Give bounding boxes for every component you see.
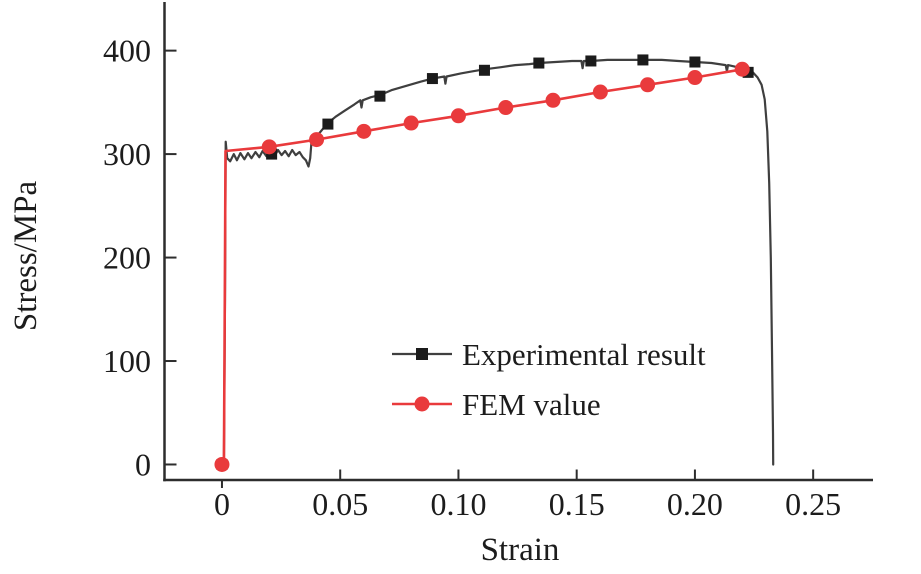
square-marker-icon <box>426 73 438 85</box>
y-tick-label: 200 <box>103 240 151 276</box>
x-tick-label: 0.25 <box>785 486 841 522</box>
x-axis-title: Strain <box>481 532 560 568</box>
square-marker-icon <box>689 56 701 68</box>
circle-marker-icon <box>403 115 419 131</box>
circle-marker-icon <box>450 108 466 124</box>
square-marker-icon <box>478 64 490 76</box>
legend-item-experimental: Experimental result <box>392 337 706 372</box>
square-marker-icon <box>637 54 649 66</box>
legend-circle-marker-icon <box>414 396 430 412</box>
square-marker-icon <box>266 148 278 160</box>
circle-marker-icon <box>261 139 277 155</box>
y-tick-label: 400 <box>103 33 151 69</box>
experimental-curve <box>220 58 775 466</box>
square-marker-icon <box>322 118 334 130</box>
x-tick-label: 0 <box>214 486 230 522</box>
y-tick-label: 300 <box>103 136 151 172</box>
y-tick-label: 100 <box>103 343 151 379</box>
circle-marker-icon <box>734 61 750 77</box>
square-marker-icon <box>533 57 545 69</box>
circle-marker-icon <box>545 92 561 108</box>
y-tick-label: 0 <box>135 446 151 482</box>
x-tick-label: 0.10 <box>430 486 486 522</box>
square-marker-icon <box>374 90 386 102</box>
x-tick-label: 0.15 <box>549 486 605 522</box>
legend-label-experimental: Experimental result <box>462 337 706 372</box>
circle-marker-icon <box>640 77 656 93</box>
circle-marker-icon <box>214 456 230 472</box>
legend-item-fem: FEM value <box>392 387 601 422</box>
circle-marker-icon <box>356 123 372 139</box>
fem-markers <box>214 61 750 472</box>
circle-marker-icon <box>309 132 325 148</box>
circle-marker-icon <box>592 84 608 100</box>
x-tick-label: 0.05 <box>312 486 368 522</box>
legend-square-marker-icon <box>416 348 428 360</box>
square-marker-icon <box>585 55 597 67</box>
circle-marker-icon <box>687 70 703 86</box>
data-series <box>214 54 775 472</box>
circle-marker-icon <box>498 100 514 116</box>
legend-label-fem: FEM value <box>462 387 601 422</box>
y-axis-title: Stress/MPa <box>8 180 44 331</box>
x-tick-label: 0.20 <box>667 486 723 522</box>
axes: 0 0.05 0.10 0.15 0.20 0.25 0 100 200 300 400 <box>103 2 873 522</box>
legend: Experimental result FEM value <box>392 337 706 422</box>
